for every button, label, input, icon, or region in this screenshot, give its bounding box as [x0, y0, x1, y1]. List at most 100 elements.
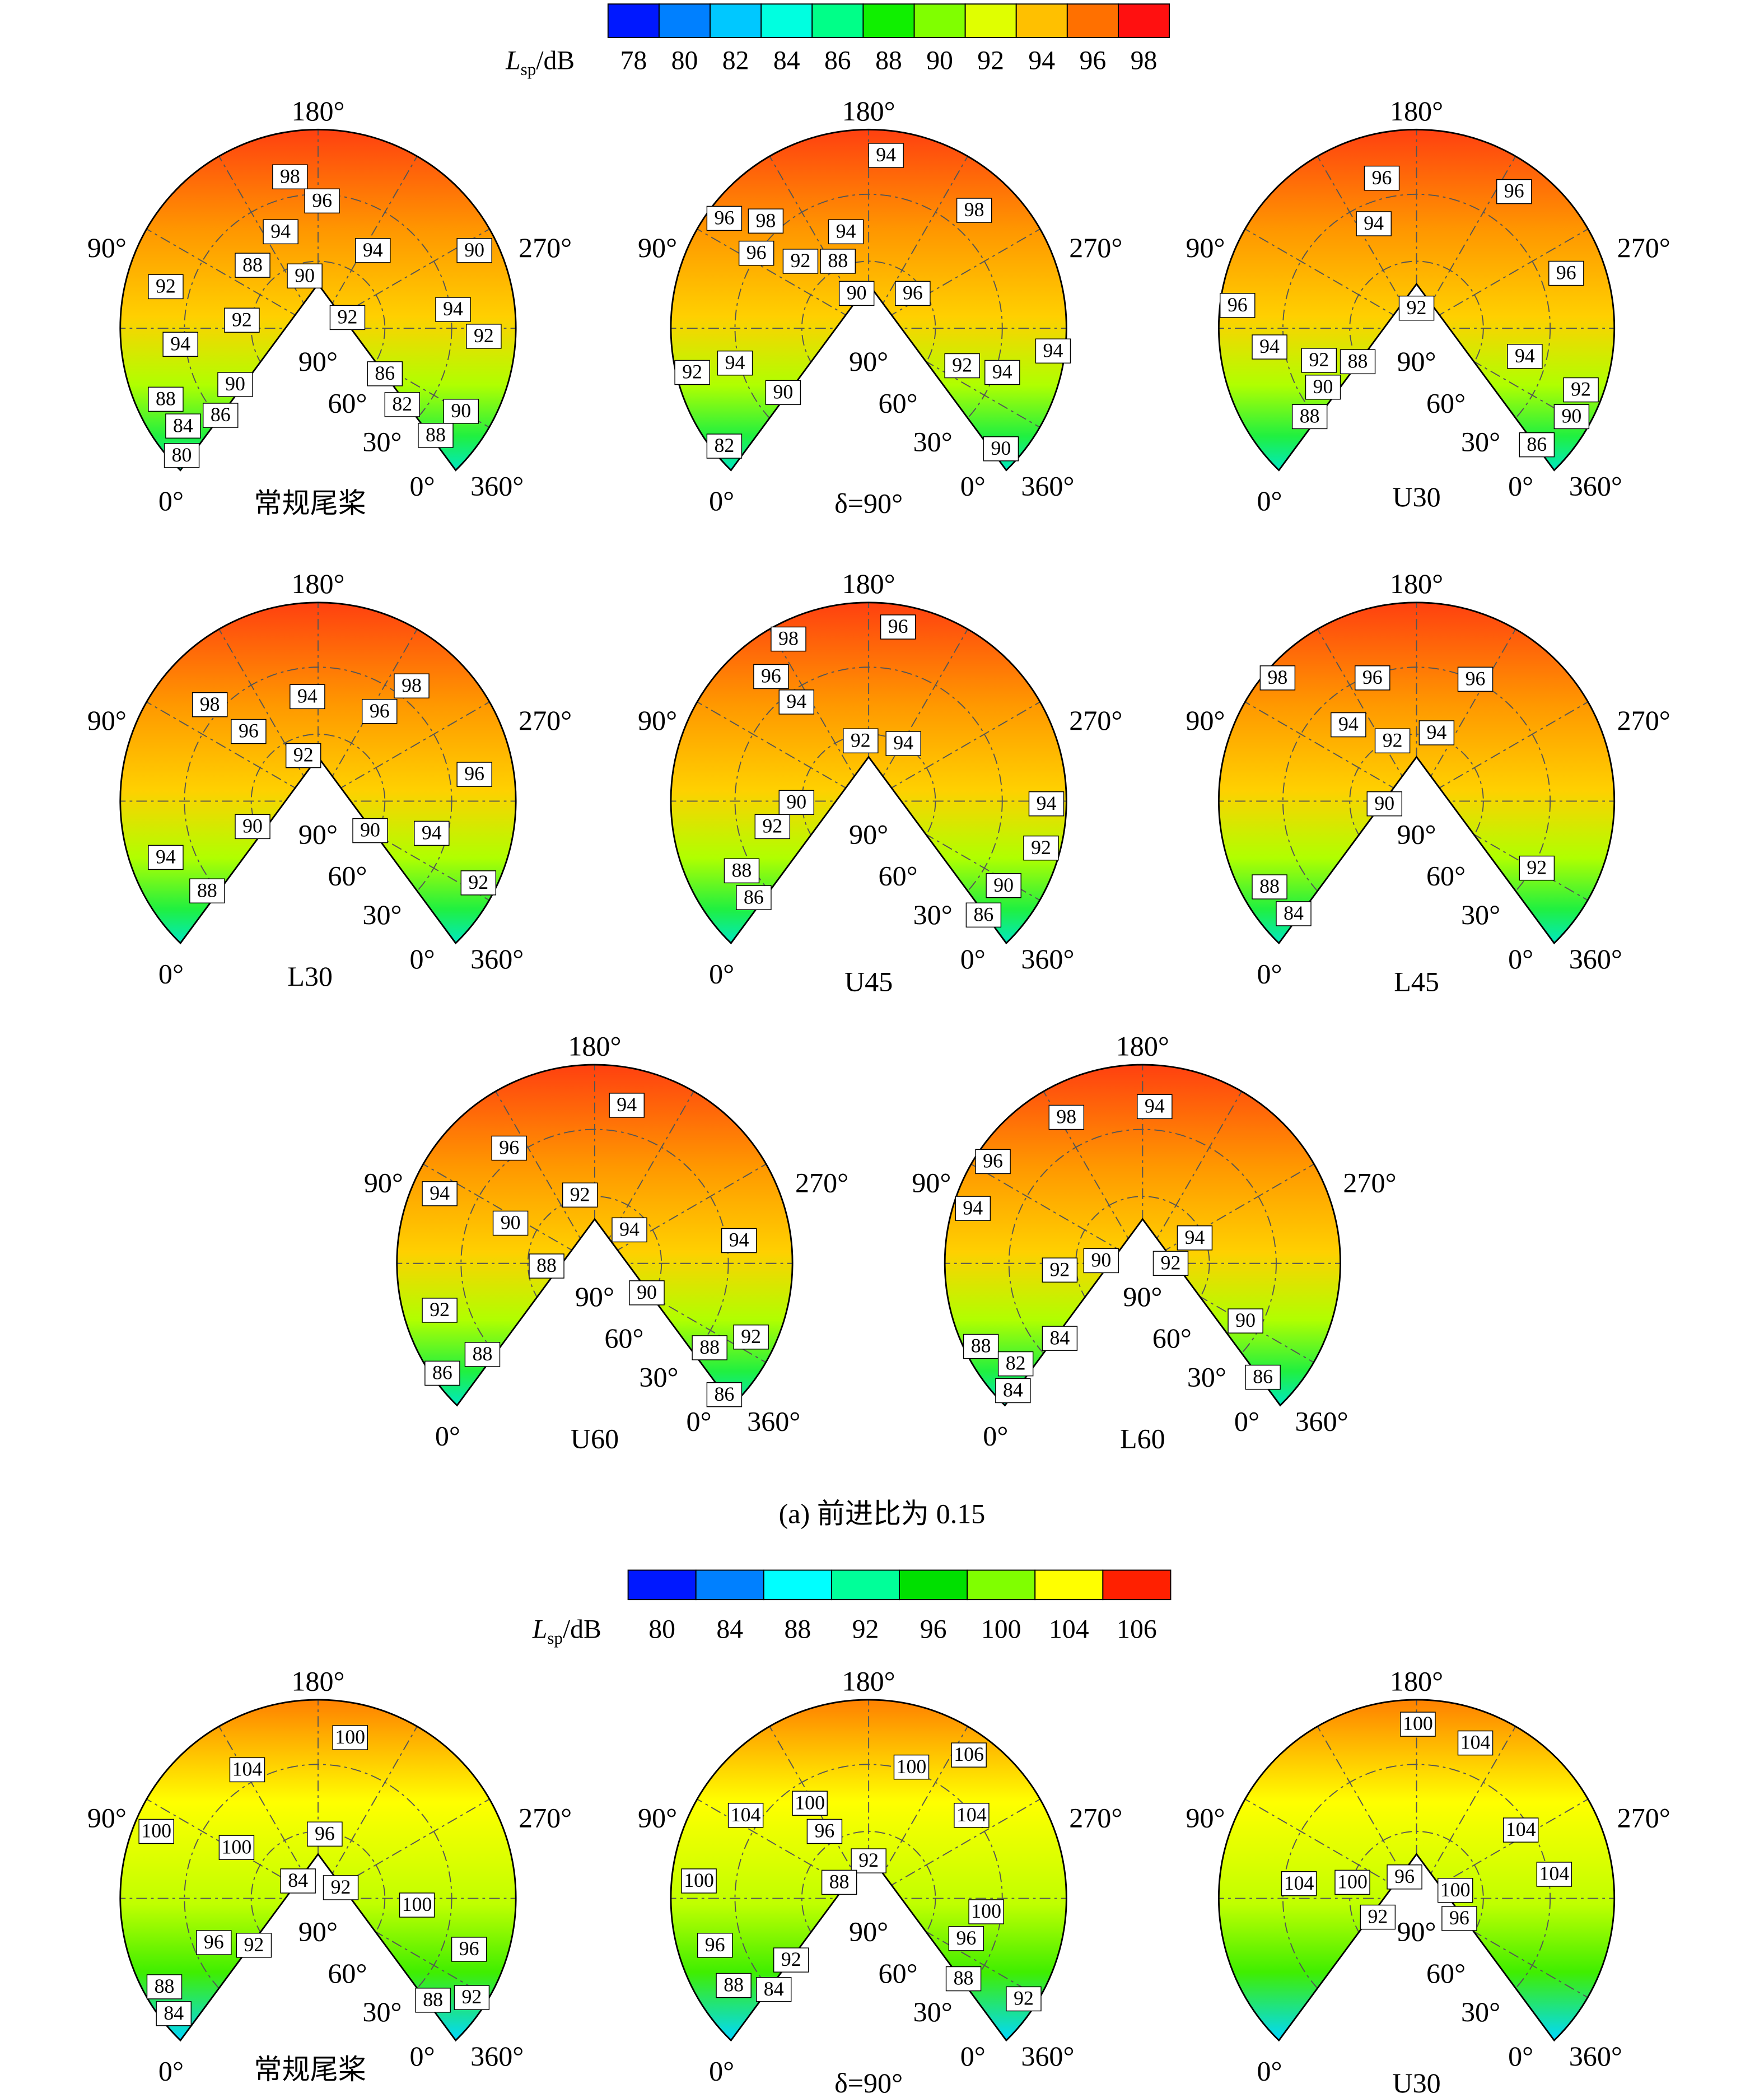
- contour-label: 82: [1006, 1352, 1026, 1374]
- contour-label-box: [189, 878, 225, 903]
- polar-panel: 180° 90° 270° 90° 60° 30° 0° 0° 360° 常规尾桨 100 104 10…: [87, 1665, 572, 2086]
- angle-label: 30°: [1187, 1361, 1226, 1392]
- contour-label: 92: [791, 249, 811, 272]
- contour-label: 98: [402, 674, 422, 696]
- contour-label-box: [820, 249, 856, 274]
- grid-radial: [868, 629, 968, 801]
- contour-label-box: [235, 814, 270, 840]
- contour-label-box: [355, 238, 391, 263]
- contour-label-box: [895, 281, 931, 306]
- grid-radial: [769, 629, 869, 801]
- grid-radial: [218, 629, 319, 801]
- contour-label: 104: [1539, 1862, 1569, 1885]
- polar-panel: 180° 90° 270° 90° 60° 30° 0° 0° 360° U60 94 96 94 92 9…: [364, 1030, 848, 1454]
- contour-label: 86: [715, 1383, 735, 1405]
- angle-label: 0°: [687, 1405, 712, 1437]
- angle-label: 0°: [1257, 958, 1282, 989]
- colorbar-label: Lsp/dB: [505, 45, 575, 79]
- contour-label: 100: [402, 1893, 432, 1915]
- contour-label: 88: [242, 253, 263, 276]
- contour-label-box: [1366, 791, 1403, 817]
- colorbar-tick-label: 92: [852, 1614, 879, 1644]
- contour-label-box: [435, 297, 471, 322]
- contour-label-box: [893, 1754, 930, 1780]
- contour-label: 94: [1037, 792, 1057, 814]
- colorbar-label-main: L: [532, 1614, 548, 1644]
- colorbar-tick-label: 78: [620, 45, 647, 75]
- grid-radial: [318, 156, 418, 329]
- contour-label-box: [754, 814, 791, 840]
- contour-label: 92: [952, 354, 972, 376]
- contour-label: 96: [983, 1150, 1003, 1172]
- grid-radial: [868, 701, 1040, 802]
- contour-label-box: [612, 1217, 647, 1243]
- angle-label: 0°: [1234, 1405, 1259, 1437]
- contour-field: [120, 602, 516, 944]
- angle-label: 0°: [158, 2055, 184, 2086]
- angle-label: 180°: [291, 1665, 344, 1696]
- colorbar-swatch: [1117, 3, 1170, 38]
- colorbar-tick-label: 96: [920, 1614, 947, 1644]
- contour-label-box: [1152, 1251, 1189, 1276]
- contour-label: 90: [464, 239, 484, 261]
- contour-label-box: [609, 1093, 645, 1118]
- contour-label: 94: [1185, 1226, 1205, 1248]
- angle-label: 90°: [364, 1167, 403, 1198]
- contour-label-box: [1228, 1308, 1263, 1334]
- contour-label-box: [414, 820, 450, 846]
- angle-label: 270°: [1617, 232, 1670, 263]
- grid-radial: [697, 701, 869, 802]
- contour-label: 90: [1091, 1249, 1111, 1271]
- grid-radial: [218, 1726, 319, 1899]
- grid-radial: [1245, 1798, 1417, 1899]
- grid-radial: [1416, 701, 1588, 802]
- contour-label: 82: [392, 393, 412, 415]
- panel-outline: [670, 602, 1067, 945]
- contour-label: 96: [459, 1937, 479, 1960]
- grid-radial: [868, 229, 1040, 329]
- contour-label: 92: [1309, 348, 1329, 371]
- contour-label: 106: [954, 1743, 984, 1765]
- angle-label: 270°: [1069, 1802, 1122, 1833]
- grid-radial: [1245, 229, 1417, 329]
- grid-radial: [1317, 629, 1417, 801]
- angle-label: 60°: [879, 860, 918, 892]
- colorbar-swatch: [811, 3, 864, 38]
- contour-label-box: [529, 1253, 564, 1279]
- angle-label: 90°: [298, 819, 338, 850]
- contour-label-box: [771, 626, 806, 652]
- contour-label: 92: [1161, 1251, 1181, 1274]
- contour-label-box: [1035, 338, 1071, 363]
- contour-label-box: [778, 689, 815, 715]
- colorbar-swatch: [627, 1569, 697, 1601]
- angle-label: 30°: [639, 1361, 678, 1392]
- contour-label: 100: [1403, 1712, 1433, 1735]
- colorbar-tick-label: 88: [785, 1614, 811, 1644]
- contour-label-box: [717, 351, 753, 376]
- contour-label-box: [196, 1930, 232, 1955]
- contour-label-box: [944, 353, 980, 379]
- contour-label-box: [753, 664, 789, 689]
- contour-label: 90: [1561, 405, 1581, 427]
- contour-label: 92: [430, 1298, 450, 1321]
- colorbar-swatch: [607, 3, 660, 38]
- contour-label-box: [192, 692, 228, 717]
- contour-label-box: [1281, 1871, 1317, 1896]
- angle-label: 0°: [1257, 485, 1282, 516]
- panel-outline: [1217, 128, 1616, 472]
- contour-label-box: [394, 673, 430, 698]
- contour-label-box: [1220, 293, 1256, 318]
- contour-label-box: [983, 436, 1019, 461]
- colorbar-swatch: [913, 3, 966, 38]
- contour-label-box: [1519, 855, 1555, 881]
- panel-outline: [944, 1064, 1341, 1407]
- panel-outline: [1217, 602, 1616, 945]
- contour-label: 88: [155, 1975, 175, 1997]
- colorbar-tick-label: 90: [926, 45, 953, 75]
- angle-label: 0°: [1257, 2055, 1282, 2086]
- colorbar-tick-label: 104: [1049, 1614, 1089, 1644]
- colorbar-tick-label: 84: [773, 45, 800, 75]
- contour-label: 90: [1374, 792, 1394, 814]
- colorbar-swatch: [1066, 3, 1119, 38]
